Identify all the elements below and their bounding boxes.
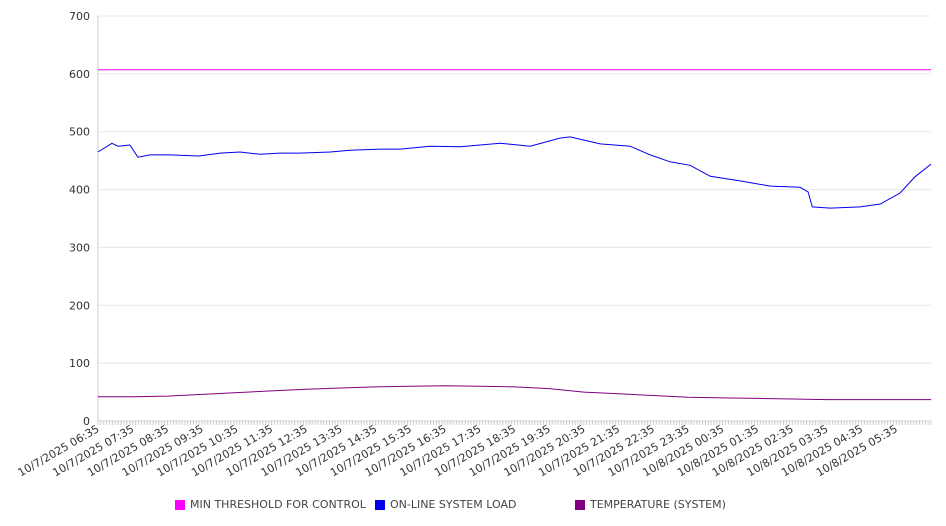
legend-swatch — [175, 499, 185, 510]
legend-item-temperature: TEMPERATURE (SYSTEM) — [575, 498, 726, 511]
y-tick-label: 0 — [83, 415, 90, 428]
legend-label: ON-LINE SYSTEM LOAD — [390, 498, 517, 511]
y-tick-label: 400 — [69, 184, 90, 197]
legend-item-load: ON-LINE SYSTEM LOAD — [375, 498, 516, 511]
y-tick-label: 200 — [69, 299, 90, 312]
y-tick-label: 100 — [69, 357, 90, 370]
y-tick-label: 600 — [69, 68, 90, 81]
legend-label: TEMPERATURE (SYSTEM) — [590, 498, 726, 511]
y-tick-label: 300 — [69, 241, 90, 254]
legend-swatch — [575, 499, 585, 510]
series-line-2 — [98, 385, 931, 401]
legend-label: MIN THRESHOLD FOR CONTROL — [190, 498, 366, 511]
legend-swatch — [375, 499, 385, 510]
series-line-1 — [97, 136, 932, 209]
y-tick-label: 700 — [69, 10, 90, 23]
legend-item-threshold: MIN THRESHOLD FOR CONTROL — [175, 498, 366, 511]
y-tick-label: 500 — [69, 126, 90, 139]
